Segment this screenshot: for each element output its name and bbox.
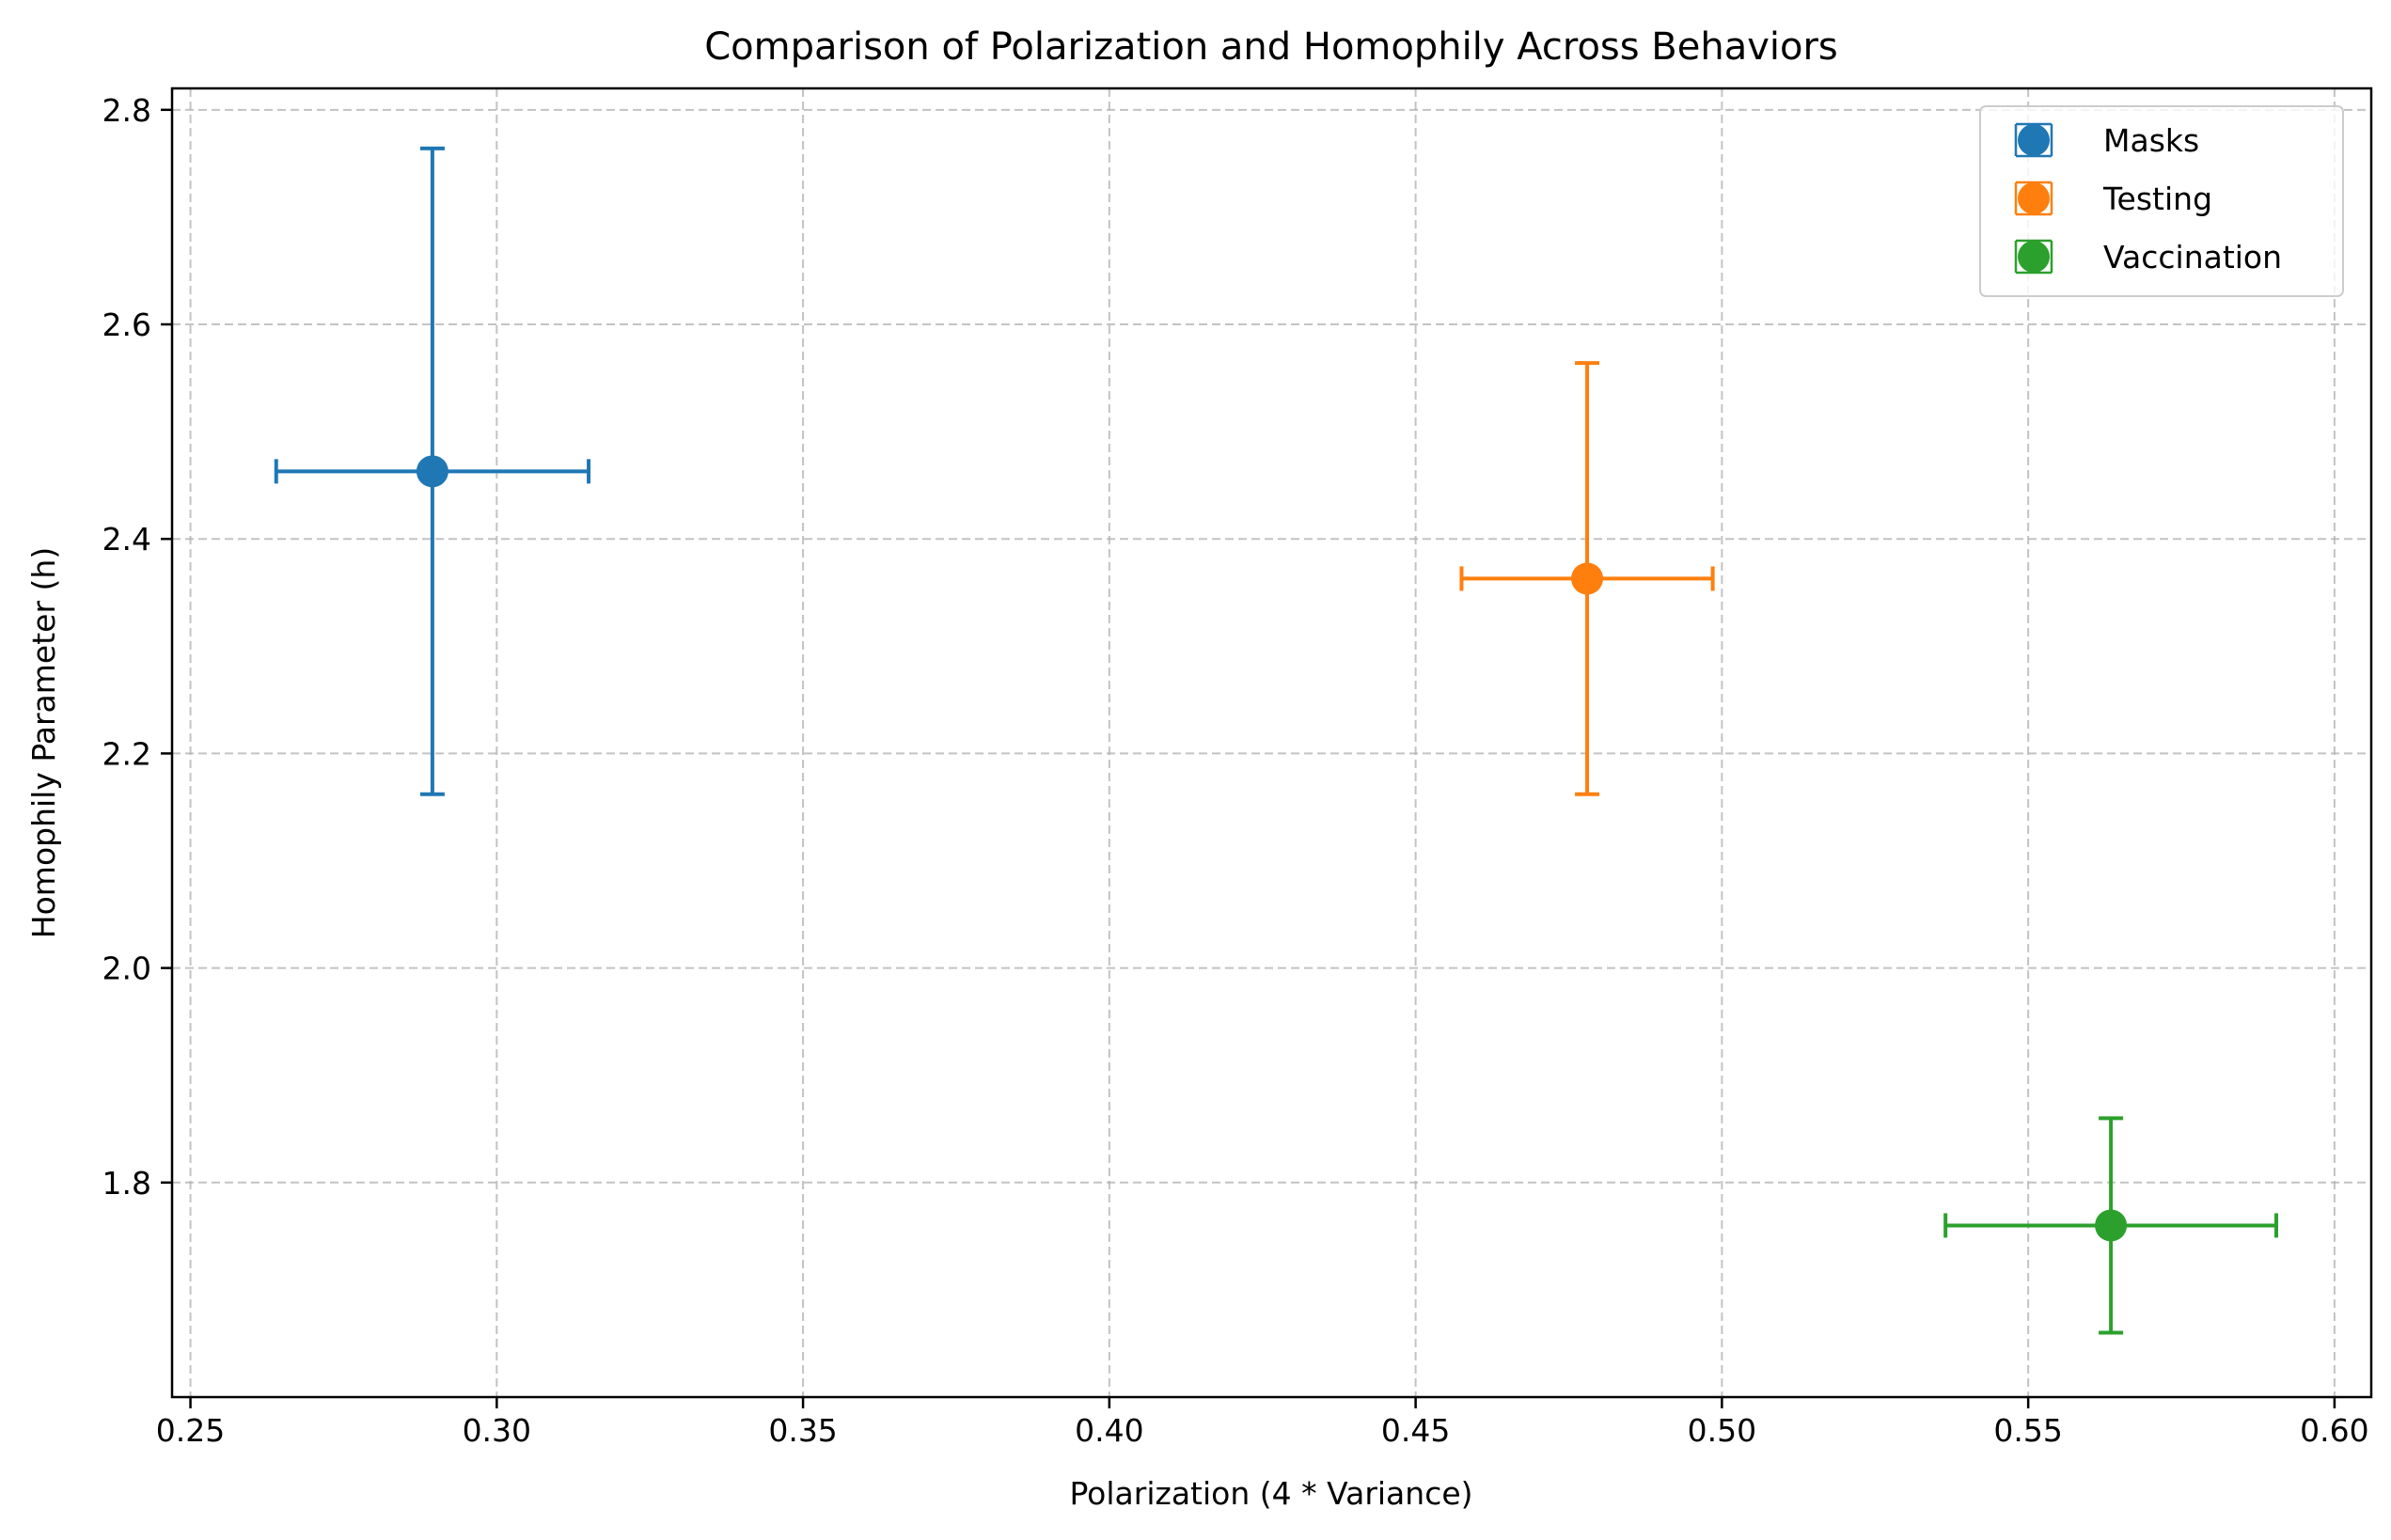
data-point [2095,1209,2128,1242]
legend-label: Testing [2102,181,2212,217]
legend-item: Testing [2014,181,2212,217]
y-tick-label: 2.8 [102,92,151,129]
legend-label: Vaccination [2103,239,2282,275]
axes: 0.25 0.30 0.35 0.40 0.45 0.50 0.55 0.60 1.8 2.0 2.… [102,92,2369,1449]
y-tick-label: 1.8 [102,1165,151,1202]
y-axis-label: Homophily Parameter (h) [25,547,62,938]
plot-frame [170,86,2373,1399]
x-axis-label: Polarization (4 * Variance) [1069,1475,1472,1512]
series-masks [274,146,591,796]
data-point [1571,562,1604,595]
data-series [274,146,2279,1335]
x-tick-label: 0.35 [768,1412,837,1449]
legend-box [1979,105,2344,297]
legend: Masks Testing Vaccination [1979,105,2344,297]
legend-marker [2018,124,2050,156]
y-tick-label: 2.6 [102,306,151,343]
y-tick-label: 2.4 [102,521,151,558]
series-vaccination [1943,1116,2279,1335]
x-tick-label: 0.45 [1381,1412,1450,1449]
chart-title: Comparison of Polarization and Homophily… [704,25,1838,69]
series-testing [1459,361,1715,796]
x-tick-label: 0.55 [1993,1412,2062,1449]
x-tick-label: 0.50 [1688,1412,1756,1449]
grid-lines [172,88,2371,1397]
legend-label: Masks [2103,122,2199,159]
x-tick-label: 0.40 [1075,1412,1143,1449]
data-point [416,455,448,488]
legend-item: Masks [2014,122,2199,159]
legend-item: Vaccination [2014,239,2282,275]
y-tick-label: 2.0 [102,951,151,987]
legend-marker [2018,241,2050,273]
legend-marker [2018,182,2050,214]
x-tick-label: 0.30 [463,1412,531,1449]
x-tick-label: 0.60 [2300,1412,2368,1449]
x-tick-label: 0.25 [156,1412,225,1449]
y-tick-label: 2.2 [102,735,151,772]
